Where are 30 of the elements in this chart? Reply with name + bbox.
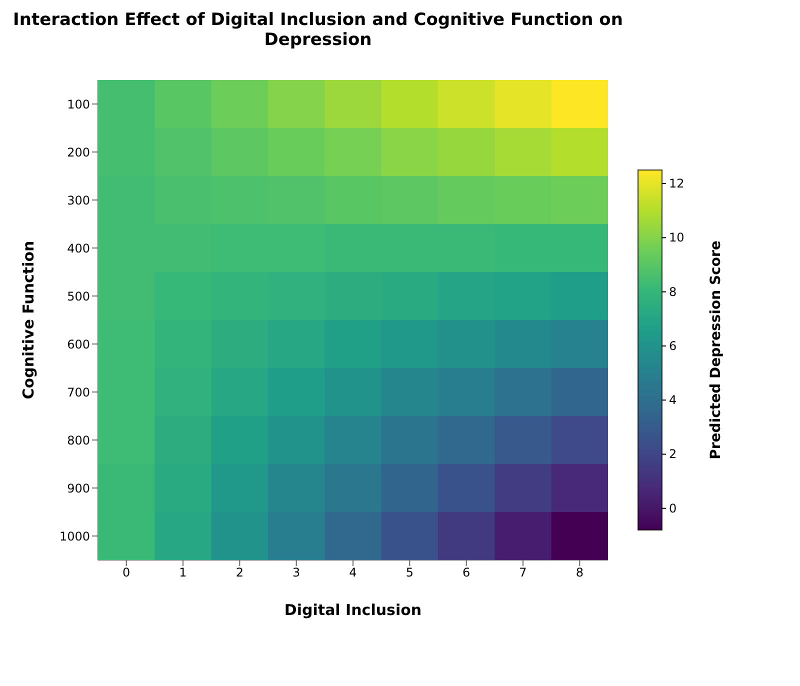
color-bar-label: 2 — [669, 447, 677, 462]
color-bar-label: 10 — [669, 230, 684, 245]
color-bar-label: 0 — [669, 501, 677, 516]
x-tick-label: 5 — [406, 566, 414, 580]
y-tick-label: 500 — [67, 289, 90, 304]
y-tick-label: 200 — [67, 145, 90, 160]
color-bar-label: 6 — [669, 338, 677, 353]
y-tick-label: 900 — [67, 481, 90, 496]
y-tick-label: 1000 — [59, 529, 90, 544]
x-axis-title: Digital Inclusion — [284, 601, 422, 619]
color-bar-label: 8 — [669, 284, 677, 299]
y-tick-label: 100 — [67, 97, 90, 112]
chart-title: Interaction Effect of Digital Inclusion and Cognitive Function on Depression — [12, 10, 624, 50]
x-tick-label: 0 — [122, 566, 130, 580]
x-tick-label: 4 — [349, 566, 357, 580]
x-tick-label: 1 — [179, 566, 187, 580]
y-tick-label: 600 — [67, 337, 90, 352]
x-tick-label: 6 — [462, 566, 470, 580]
y-tick-label: 400 — [67, 241, 90, 256]
color-bar-label: 4 — [669, 393, 677, 408]
y-tick-label: 700 — [67, 385, 90, 400]
x-tick-label: 7 — [519, 566, 527, 580]
y-tick-label: 800 — [67, 433, 90, 448]
x-tick-label: 8 — [576, 566, 584, 580]
y-tick-label: 300 — [67, 193, 90, 208]
x-tick-label: 3 — [292, 566, 300, 580]
color-bar-title: Predicted Depression Score — [708, 240, 724, 460]
x-tick-label: 2 — [236, 566, 244, 580]
color-bar-label: 12 — [669, 176, 684, 191]
y-axis-title: Cognitive Function — [19, 240, 38, 400]
